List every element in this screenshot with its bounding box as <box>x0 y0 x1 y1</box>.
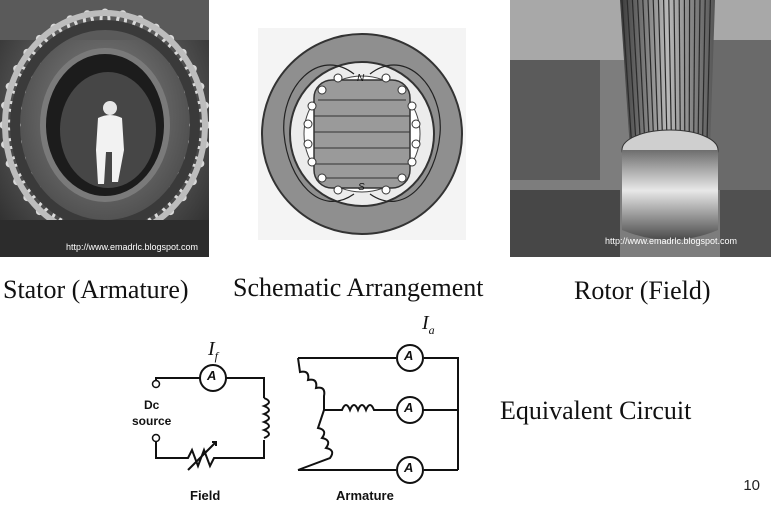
rotor-caption: Rotor (Field) <box>574 276 711 306</box>
pole-s-label: S <box>358 182 365 193</box>
rotor-watermark: http://www.emadrlc.blogspot.com <box>605 236 737 246</box>
ammeter-label-field: A <box>207 368 216 383</box>
stator-photo: http://www.emadrlc.blogspot.com <box>0 0 209 257</box>
ammeter-label-a1: A <box>404 348 413 363</box>
page-number: 10 <box>743 477 760 494</box>
field-current-symbol: I <box>208 338 215 360</box>
dc-label: Dc <box>144 398 159 412</box>
ammeter-label-a2: A <box>404 400 413 415</box>
source-label: source <box>132 414 171 428</box>
circuit-schematic <box>128 310 468 508</box>
armature-label: Armature <box>336 488 394 503</box>
armature-current-label: Ia <box>422 312 435 338</box>
stator-watermark: http://www.emadrlc.blogspot.com <box>66 242 198 252</box>
schematic-figure: N S <box>258 28 466 240</box>
armature-current-symbol: I <box>422 312 429 334</box>
stator-illustration <box>0 0 209 257</box>
armature-current-subscript: a <box>429 323 435 337</box>
circuit-caption: Equivalent Circuit <box>500 396 691 426</box>
pole-n-label: N <box>357 73 364 84</box>
stator-caption: Stator (Armature) <box>3 275 189 305</box>
ammeter-label-a3: A <box>404 460 413 475</box>
rotor-photo: http://www.emadrlc.blogspot.com <box>510 0 771 257</box>
schematic-caption: Schematic Arrangement <box>233 273 484 303</box>
equivalent-circuit-diagram: A A A A If Ia Dc source Field Armature <box>128 310 468 508</box>
field-label: Field <box>190 488 220 503</box>
field-current-label: If <box>208 338 218 364</box>
field-current-subscript: f <box>215 349 218 363</box>
rotor-illustration <box>510 0 771 257</box>
schematic-illustration <box>258 28 466 240</box>
